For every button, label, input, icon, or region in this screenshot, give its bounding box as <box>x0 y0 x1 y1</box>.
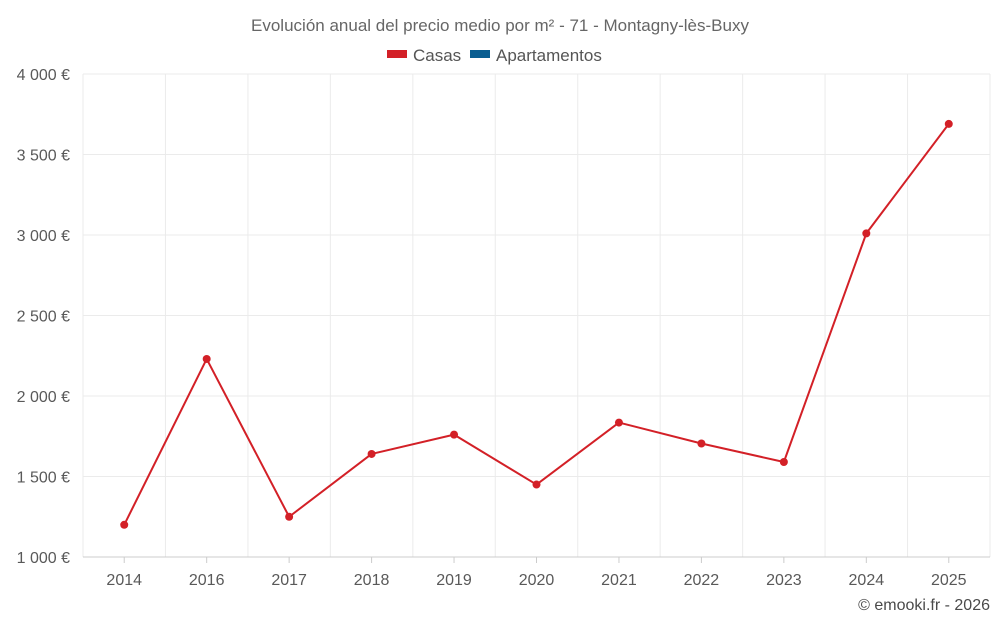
x-tick-label: 2020 <box>519 572 555 589</box>
data-point-casas[interactable] <box>367 449 376 458</box>
x-tick-label: 2014 <box>106 572 142 589</box>
legend-item-apartamentos[interactable]: Apartamentos <box>470 46 602 65</box>
x-tick-label: 2023 <box>766 572 802 589</box>
x-tick-label: 2016 <box>189 572 225 589</box>
legend: Casas Apartamentos <box>387 46 602 65</box>
y-tick-label: 3 000 € <box>17 228 70 245</box>
x-tick-label: 2024 <box>849 572 885 589</box>
x-tick-label: 2017 <box>271 572 307 589</box>
data-point-casas[interactable] <box>944 119 953 128</box>
legend-swatch-apartamentos <box>470 50 490 58</box>
y-tick-label: 1 500 € <box>17 470 70 487</box>
x-tick-label: 2019 <box>436 572 472 589</box>
y-tick-label: 1 000 € <box>17 550 70 567</box>
data-point-casas[interactable] <box>697 439 706 448</box>
x-tick-label: 2022 <box>684 572 720 589</box>
legend-swatch-casas <box>387 50 407 58</box>
x-tick-label: 2025 <box>931 572 967 589</box>
legend-label-apartamentos: Apartamentos <box>496 46 602 65</box>
data-point-casas[interactable] <box>779 458 788 467</box>
y-tick-label: 2 500 € <box>17 309 70 326</box>
data-point-casas[interactable] <box>614 418 623 427</box>
data-point-casas[interactable] <box>450 430 459 439</box>
legend-label-casas: Casas <box>413 46 461 65</box>
data-point-casas[interactable] <box>532 480 541 489</box>
y-tick-label: 2 000 € <box>17 389 70 406</box>
credit-text: © emooki.fr - 2026 <box>858 597 990 614</box>
y-tick-label: 3 500 € <box>17 148 70 165</box>
series-casas <box>120 119 953 529</box>
legend-item-casas[interactable]: Casas <box>387 46 461 65</box>
y-tick-label: 4 000 € <box>17 67 70 84</box>
data-point-casas[interactable] <box>862 229 871 238</box>
data-point-casas[interactable] <box>120 520 129 529</box>
x-tick-label: 2021 <box>601 572 637 589</box>
chart-title: Evolución anual del precio medio por m² … <box>251 16 749 35</box>
data-point-casas[interactable] <box>285 512 294 521</box>
data-point-casas[interactable] <box>202 354 211 363</box>
x-tick-label: 2018 <box>354 572 390 589</box>
grid <box>82 73 991 558</box>
axes: 1 000 € 1 500 € 2 000 € 2 500 € 3 000 € 3 500… <box>17 67 990 589</box>
